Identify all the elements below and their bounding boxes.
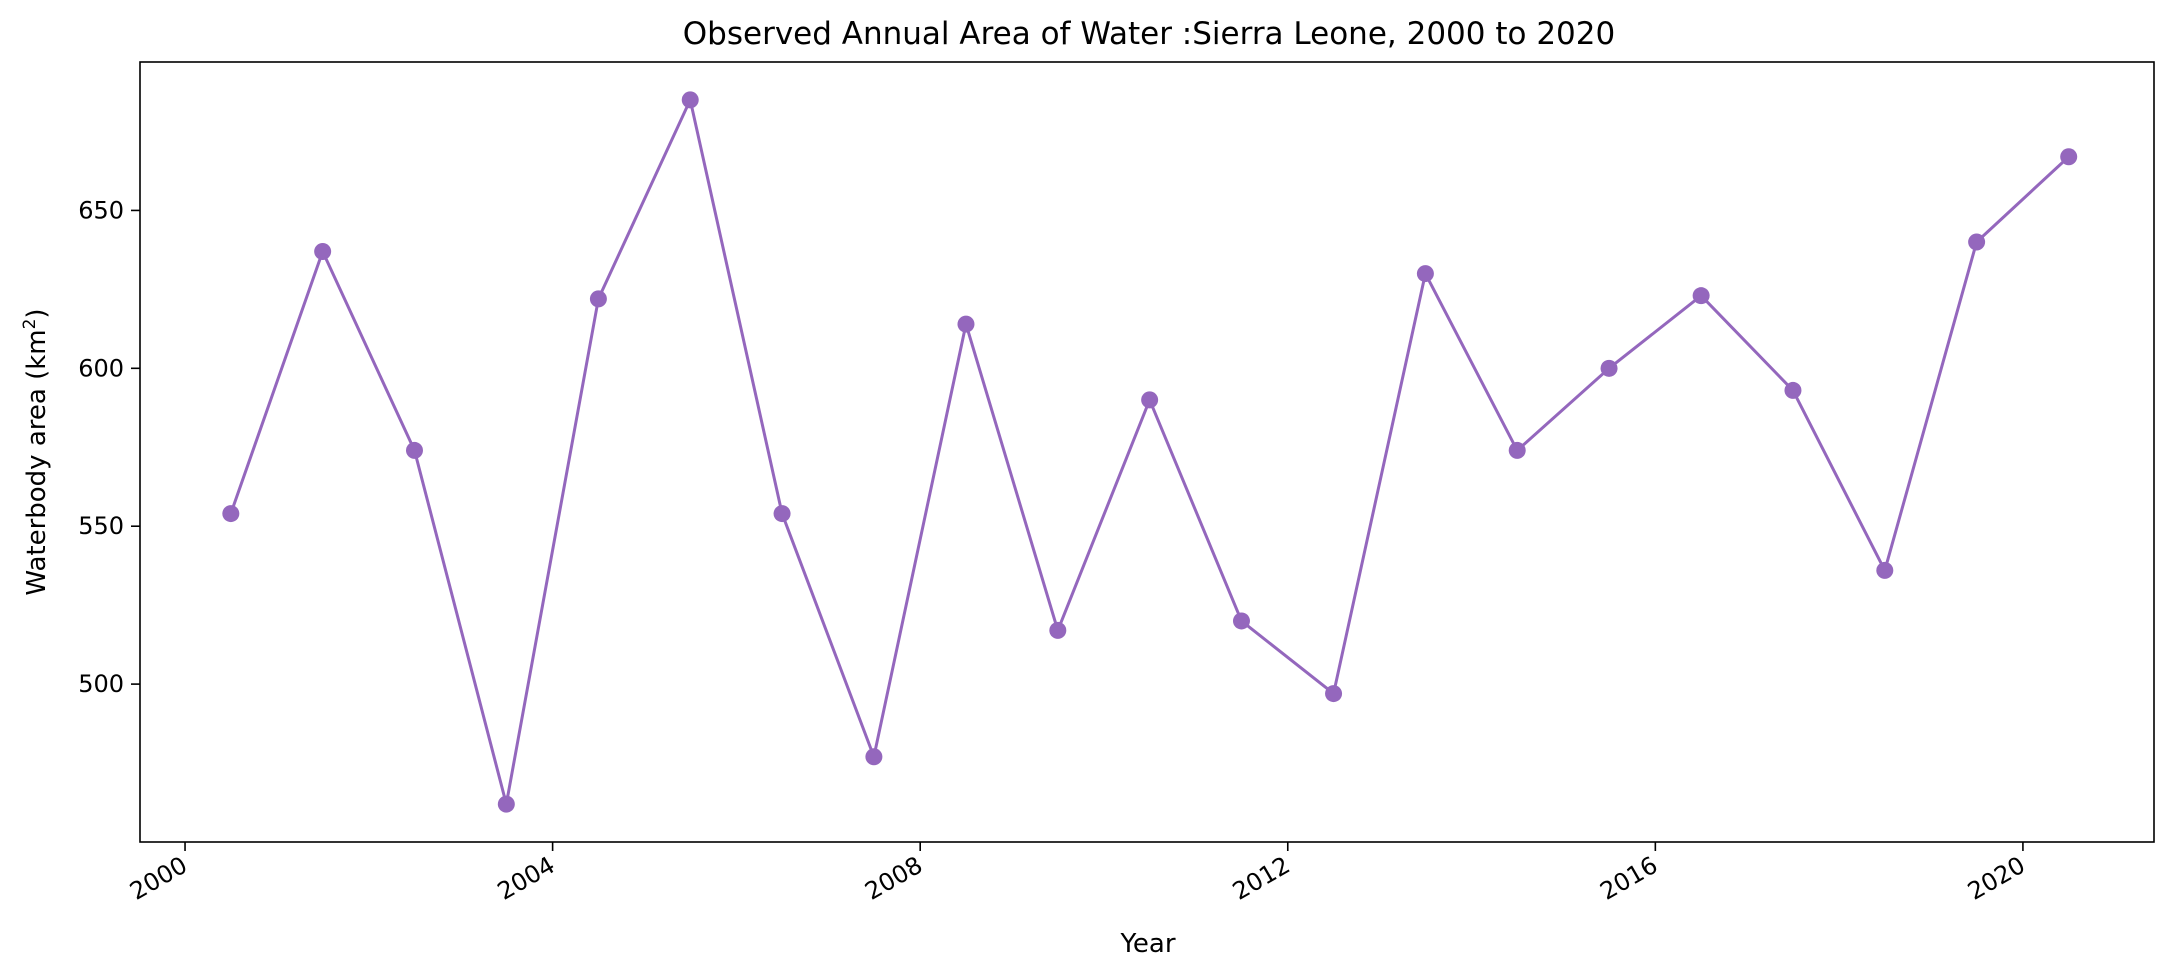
x-tick-label: 2004 — [493, 851, 560, 906]
x-axis: 2000 2004 2008 2012 2016 2020 — [125, 842, 2030, 906]
y-tick-label: 500 — [78, 670, 124, 698]
data-point — [865, 748, 883, 766]
data-point — [1049, 621, 1067, 639]
data-point — [1325, 685, 1343, 703]
y-tick-label: 600 — [78, 354, 124, 382]
data-point — [1968, 233, 1986, 251]
plot-area — [222, 91, 2078, 813]
x-tick-label: 2012 — [1228, 851, 1295, 906]
data-point — [1876, 561, 1894, 579]
data-point — [222, 505, 240, 523]
data-point — [1508, 441, 1526, 459]
data-point — [2060, 148, 2078, 166]
data-point — [1692, 287, 1710, 305]
data-point — [681, 91, 699, 109]
data-point — [1416, 265, 1434, 283]
y-axis-label: Waterbody area (km2) — [20, 308, 52, 595]
plot-frame — [139, 61, 2155, 843]
y-tick-label: 650 — [78, 196, 124, 224]
data-point — [957, 315, 975, 333]
x-tick-label: 2000 — [125, 851, 192, 906]
data-point — [405, 441, 423, 459]
y-axis-label-text: Waterbody area (km — [22, 329, 52, 595]
series-line — [229, 98, 2070, 806]
y-axis-label-close: ) — [22, 308, 52, 318]
x-tick-label: 2008 — [860, 851, 927, 906]
x-tick-label: 2016 — [1595, 851, 1662, 906]
x-axis-label: Year — [1119, 929, 1175, 959]
data-point — [1141, 391, 1159, 409]
data-point — [1600, 359, 1618, 377]
y-tick-label: 550 — [78, 512, 124, 540]
chart-title: Observed Annual Area of Water :Sierra Le… — [683, 16, 1615, 52]
data-point — [589, 290, 607, 308]
y-axis: 500 550 600 650 — [78, 196, 140, 698]
data-point — [1784, 381, 1802, 399]
y-axis-label-superscript: 2 — [20, 319, 40, 330]
x-tick-label: 2020 — [1963, 851, 2030, 906]
data-point — [314, 242, 332, 260]
data-point — [1232, 612, 1250, 630]
data-point — [773, 505, 791, 523]
data-point — [497, 795, 515, 813]
